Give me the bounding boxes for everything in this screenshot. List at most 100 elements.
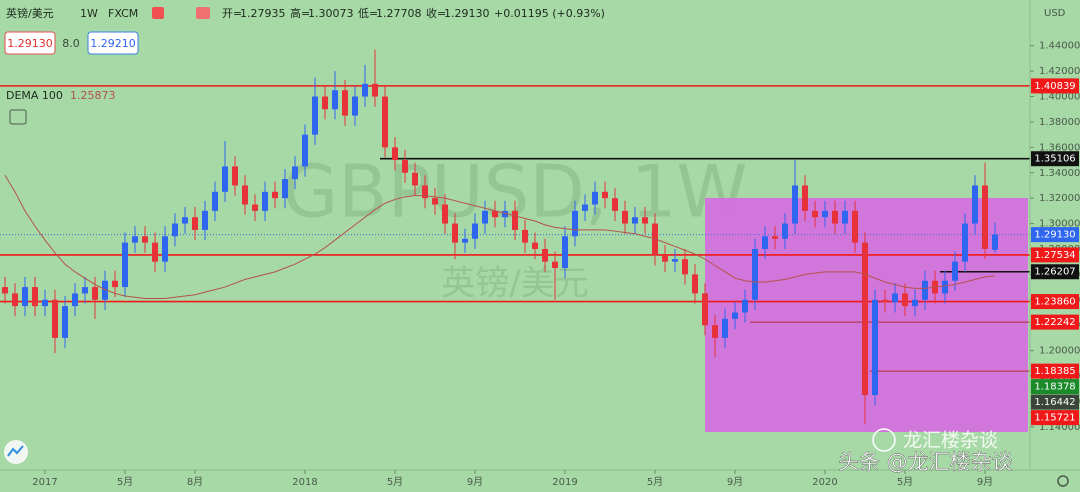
candle-body bbox=[2, 287, 8, 294]
candle-body bbox=[802, 185, 808, 211]
candle-body bbox=[652, 223, 658, 256]
candle-body bbox=[162, 236, 168, 262]
candle-body bbox=[692, 274, 698, 294]
interval: 1W bbox=[80, 7, 98, 20]
candle-body bbox=[532, 242, 538, 249]
candle-body bbox=[872, 299, 878, 396]
candle-body bbox=[482, 210, 488, 224]
candle-body bbox=[52, 299, 58, 338]
price-label: 1.15721 bbox=[1034, 413, 1075, 424]
candle-body bbox=[332, 90, 338, 110]
candle-body bbox=[292, 166, 298, 180]
candle-body bbox=[902, 293, 908, 307]
candle-body bbox=[182, 217, 188, 224]
ohlc-eq: = bbox=[301, 7, 310, 20]
ohlc-eq: = bbox=[369, 7, 378, 20]
wave-icon[interactable] bbox=[196, 7, 210, 19]
candle-body bbox=[192, 217, 198, 230]
candle-body bbox=[522, 229, 528, 243]
x-tick-label: 5月 bbox=[897, 476, 913, 488]
candle-body bbox=[632, 217, 638, 224]
candle-body bbox=[792, 185, 798, 224]
candle-body bbox=[412, 172, 418, 186]
price-label: 1.16442 bbox=[1034, 397, 1075, 408]
candle-body bbox=[382, 96, 388, 148]
price-label-bg bbox=[1031, 410, 1079, 426]
toutiao-credit: 头条 @龙汇楼杂谈 bbox=[838, 450, 1013, 474]
x-tick-label: 2020 bbox=[812, 477, 837, 488]
candle-body bbox=[172, 223, 178, 237]
price-label: 1.26207 bbox=[1034, 267, 1075, 278]
candle-body bbox=[452, 223, 458, 243]
candle-body bbox=[302, 134, 308, 167]
price-label: 1.18385 bbox=[1034, 366, 1075, 377]
candle-body bbox=[362, 83, 368, 97]
x-tick-label: 2018 bbox=[292, 477, 317, 488]
candle-body bbox=[462, 238, 468, 243]
candle-body bbox=[272, 191, 278, 199]
price-label-bg bbox=[1031, 363, 1079, 379]
candle-body bbox=[252, 204, 258, 211]
candle-body bbox=[832, 210, 838, 224]
source: FXCM bbox=[108, 7, 138, 20]
candle-body bbox=[892, 293, 898, 303]
price-label-bg bbox=[1031, 314, 1079, 330]
candle-body bbox=[92, 287, 98, 300]
candle-body bbox=[672, 259, 678, 262]
candle-body bbox=[512, 210, 518, 230]
ohlc-value: 1.30073 bbox=[308, 7, 354, 20]
candle-body bbox=[972, 185, 978, 224]
logo-mark bbox=[7, 445, 24, 457]
candle-body bbox=[132, 236, 138, 243]
candle-body bbox=[242, 185, 248, 205]
price-label-bg bbox=[1031, 294, 1079, 310]
candle-body bbox=[942, 280, 948, 294]
y-tick-label: 1.36000 bbox=[1039, 142, 1080, 153]
candle-body bbox=[992, 234, 998, 250]
price-label: 1.35106 bbox=[1034, 154, 1075, 165]
status-icon[interactable] bbox=[152, 7, 164, 19]
sell-button[interactable] bbox=[4, 31, 56, 55]
y-tick-label: 1.34000 bbox=[1039, 168, 1080, 179]
candle-body bbox=[262, 191, 268, 211]
header: 英镑/美元 1W FXCM 开 =1.27935 高 =1.30073 低 =1.2770… bbox=[4, 6, 1069, 487]
candle-body bbox=[962, 223, 968, 262]
price-label: 1.27534 bbox=[1034, 250, 1075, 261]
y-tick-label: 1.32000 bbox=[1039, 193, 1080, 204]
settings-icon[interactable] bbox=[1057, 475, 1069, 487]
candle-body bbox=[622, 210, 628, 224]
candle-body bbox=[402, 160, 408, 173]
candle-body bbox=[742, 299, 748, 313]
candle-body bbox=[642, 217, 648, 224]
change: +0.01195 (+0.93%) bbox=[494, 7, 605, 20]
ohlc-value: 1.29130 bbox=[444, 7, 490, 20]
price-label-bg bbox=[1031, 264, 1079, 280]
candle-body bbox=[552, 261, 558, 269]
candle-body bbox=[912, 299, 918, 307]
candle-body bbox=[392, 147, 398, 161]
candle-body bbox=[752, 248, 758, 300]
candle-body bbox=[562, 236, 568, 269]
candle-body bbox=[142, 236, 148, 243]
ohlc-eq: = bbox=[233, 7, 242, 20]
y-tick-label: 1.38000 bbox=[1039, 117, 1080, 128]
ohlc-value: 1.27708 bbox=[376, 7, 422, 20]
collapse-button[interactable] bbox=[9, 109, 27, 125]
candle-body bbox=[42, 299, 48, 307]
candle-body bbox=[492, 210, 498, 218]
price-label-bg bbox=[1031, 78, 1079, 94]
candle-body bbox=[422, 185, 428, 199]
buy-button[interactable] bbox=[87, 31, 139, 55]
symbol: 英镑/美元 bbox=[6, 6, 54, 20]
x-tick-label: 9月 bbox=[727, 476, 743, 488]
y-tick-label: 1.30000 bbox=[1039, 219, 1080, 230]
candle-body bbox=[982, 185, 988, 249]
candle-body bbox=[432, 198, 438, 205]
ohlc-eq: = bbox=[437, 7, 446, 20]
candle-body bbox=[592, 191, 598, 205]
watermark-name: 英镑/美元 bbox=[441, 264, 588, 304]
candle-body bbox=[152, 242, 158, 262]
candle-body bbox=[82, 287, 88, 294]
candle-body bbox=[322, 96, 328, 110]
